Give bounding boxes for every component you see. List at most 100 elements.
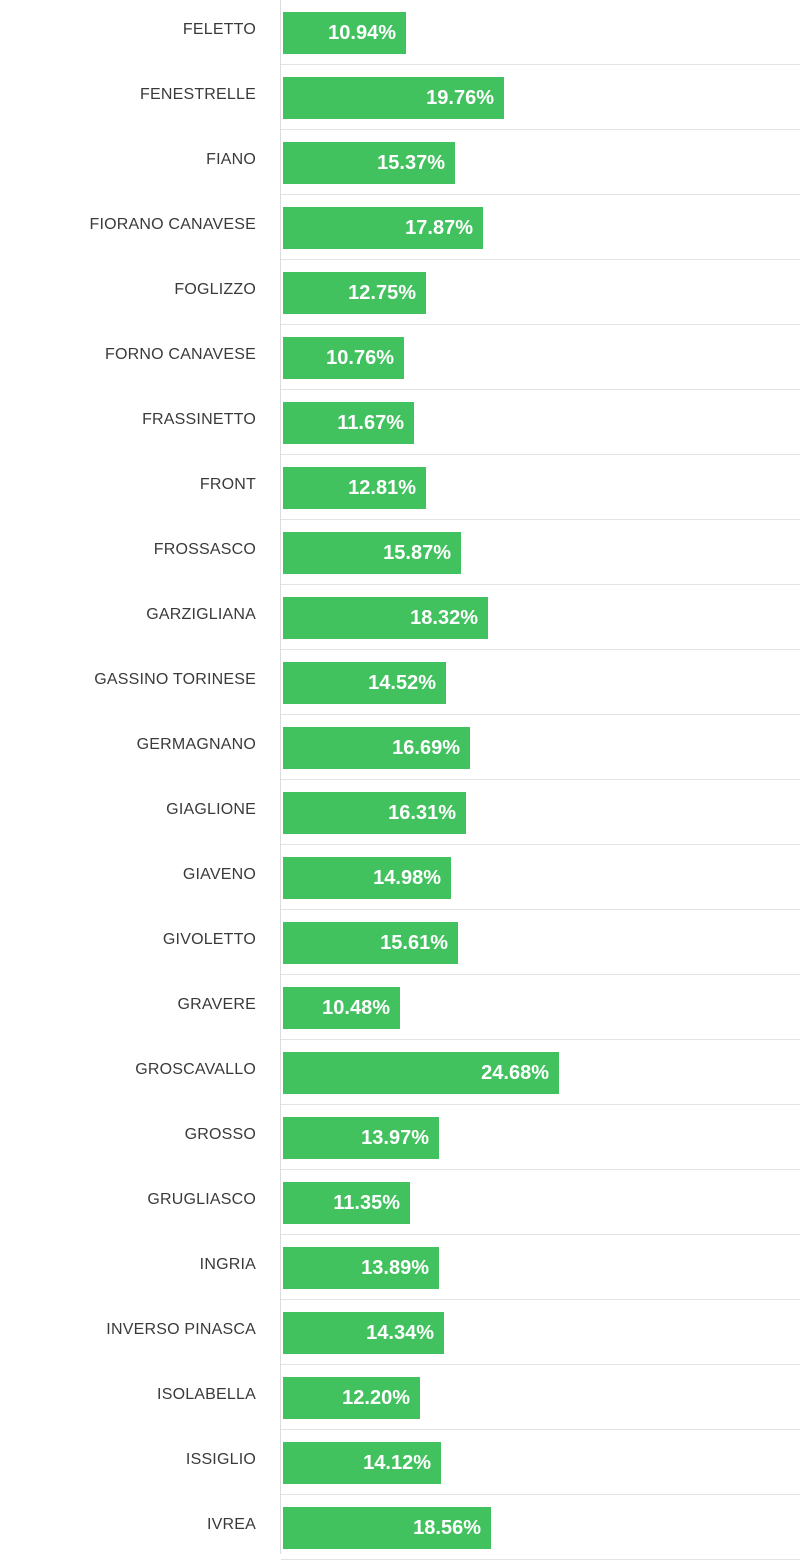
category-label: IVREA bbox=[206, 1515, 256, 1533]
chart-row: GARZIGLIANA 18.32% bbox=[0, 585, 800, 650]
bar-value-label: 13.89% bbox=[361, 1256, 429, 1279]
row-gridline bbox=[281, 649, 800, 650]
chart-row: ISOLABELLA 12.20% bbox=[0, 1365, 800, 1430]
row-gridline bbox=[281, 129, 800, 130]
chart-row: FRONT 12.81% bbox=[0, 455, 800, 520]
category-label: FOGLIZZO bbox=[174, 280, 256, 298]
bar: 16.31% bbox=[283, 792, 466, 834]
row-gridline bbox=[281, 324, 800, 325]
bar-value-label: 10.48% bbox=[322, 996, 390, 1019]
bar-value-label: 15.61% bbox=[380, 931, 448, 954]
bar-value-label: 19.76% bbox=[426, 86, 494, 109]
chart-row: GRAVERE 10.48% bbox=[0, 975, 800, 1040]
row-gridline bbox=[281, 194, 800, 195]
chart-row: FENESTRELLE 19.76% bbox=[0, 65, 800, 130]
bar: 15.87% bbox=[283, 532, 461, 574]
chart-row: IVREA 18.56% bbox=[0, 1495, 800, 1560]
bar-value-label: 12.75% bbox=[348, 281, 416, 304]
bar: 10.76% bbox=[283, 337, 404, 379]
chart-row: GROSCAVALLO 24.68% bbox=[0, 1040, 800, 1105]
row-gridline bbox=[281, 1039, 800, 1040]
row-gridline bbox=[281, 844, 800, 845]
bar: 14.98% bbox=[283, 857, 451, 899]
chart-row: FELETTO 10.94% bbox=[0, 0, 800, 65]
bar-value-label: 11.67% bbox=[337, 411, 404, 434]
bar: 14.12% bbox=[283, 1442, 441, 1484]
bar-value-label: 10.94% bbox=[328, 21, 396, 44]
category-label: GRAVERE bbox=[177, 995, 256, 1013]
row-gridline bbox=[281, 1364, 800, 1365]
row-gridline bbox=[281, 1234, 800, 1235]
chart-row: FIANO 15.37% bbox=[0, 130, 800, 195]
bar: 10.48% bbox=[283, 987, 400, 1029]
bar: 11.35% bbox=[283, 1182, 410, 1224]
row-gridline bbox=[281, 779, 800, 780]
row-gridline bbox=[281, 389, 800, 390]
bar-value-label: 12.20% bbox=[342, 1386, 410, 1409]
category-label: FIANO bbox=[206, 150, 256, 168]
bar: 12.81% bbox=[283, 467, 426, 509]
row-gridline bbox=[281, 1104, 800, 1105]
bar-value-label: 14.12% bbox=[363, 1451, 431, 1474]
category-label: FORNO CANAVESE bbox=[105, 345, 256, 363]
category-label: INVERSO PINASCA bbox=[106, 1320, 256, 1338]
bar-value-label: 16.69% bbox=[392, 736, 460, 759]
chart-row: FORNO CANAVESE 10.76% bbox=[0, 325, 800, 390]
chart-row: FIORANO CANAVESE 17.87% bbox=[0, 195, 800, 260]
bar: 11.67% bbox=[283, 402, 414, 444]
row-gridline bbox=[281, 1299, 800, 1300]
bar-value-label: 14.34% bbox=[366, 1321, 434, 1344]
bar: 18.56% bbox=[283, 1507, 491, 1549]
category-axis-line bbox=[280, 0, 281, 1554]
chart-row: FOGLIZZO 12.75% bbox=[0, 260, 800, 325]
category-label: INGRIA bbox=[199, 1255, 256, 1273]
row-gridline bbox=[281, 1494, 800, 1495]
bar: 17.87% bbox=[283, 207, 483, 249]
bar: 19.76% bbox=[283, 77, 504, 119]
bar: 12.75% bbox=[283, 272, 426, 314]
category-label: GROSCAVALLO bbox=[135, 1060, 256, 1078]
category-label: FIORANO CANAVESE bbox=[89, 215, 256, 233]
chart-row: ISSIGLIO 14.12% bbox=[0, 1430, 800, 1495]
bar-value-label: 18.56% bbox=[413, 1516, 481, 1539]
category-label: GIVOLETTO bbox=[162, 930, 256, 948]
bar-value-label: 24.68% bbox=[481, 1061, 549, 1084]
chart-row: GIAVENO 14.98% bbox=[0, 845, 800, 910]
bar-value-label: 12.81% bbox=[348, 476, 416, 499]
category-label: GASSINO TORINESE bbox=[94, 670, 256, 688]
row-gridline bbox=[281, 974, 800, 975]
bar-value-label: 16.31% bbox=[388, 801, 456, 824]
bar: 24.68% bbox=[283, 1052, 559, 1094]
bar-value-label: 14.98% bbox=[373, 866, 441, 889]
row-gridline bbox=[281, 1429, 800, 1430]
bar-value-label: 18.32% bbox=[410, 606, 478, 629]
bar-value-label: 10.76% bbox=[326, 346, 394, 369]
bar: 15.61% bbox=[283, 922, 458, 964]
chart-row: GASSINO TORINESE 14.52% bbox=[0, 650, 800, 715]
bar: 14.34% bbox=[283, 1312, 444, 1354]
chart-row: FROSSASCO 15.87% bbox=[0, 520, 800, 585]
row-gridline bbox=[281, 519, 800, 520]
bar: 12.20% bbox=[283, 1377, 420, 1419]
bar: 14.52% bbox=[283, 662, 446, 704]
category-label: FRONT bbox=[199, 475, 256, 493]
row-gridline bbox=[281, 259, 800, 260]
chart-row: INVERSO PINASCA 14.34% bbox=[0, 1300, 800, 1365]
bar-value-label: 15.87% bbox=[383, 541, 451, 564]
chart-row: INGRIA 13.89% bbox=[0, 1235, 800, 1300]
row-gridline bbox=[281, 714, 800, 715]
chart-row: GRUGLIASCO 11.35% bbox=[0, 1170, 800, 1235]
bar: 16.69% bbox=[283, 727, 470, 769]
row-gridline bbox=[281, 454, 800, 455]
row-gridline bbox=[281, 64, 800, 65]
bar: 18.32% bbox=[283, 597, 488, 639]
category-label: GROSSO bbox=[184, 1125, 256, 1143]
bar: 15.37% bbox=[283, 142, 455, 184]
bar-value-label: 17.87% bbox=[405, 216, 473, 239]
bar-value-label: 13.97% bbox=[361, 1126, 429, 1149]
row-gridline bbox=[281, 1169, 800, 1170]
category-label: FRASSINETTO bbox=[142, 410, 256, 428]
chart-row: GERMAGNANO 16.69% bbox=[0, 715, 800, 780]
bar: 10.94% bbox=[283, 12, 406, 54]
category-label: GERMAGNANO bbox=[136, 735, 256, 753]
